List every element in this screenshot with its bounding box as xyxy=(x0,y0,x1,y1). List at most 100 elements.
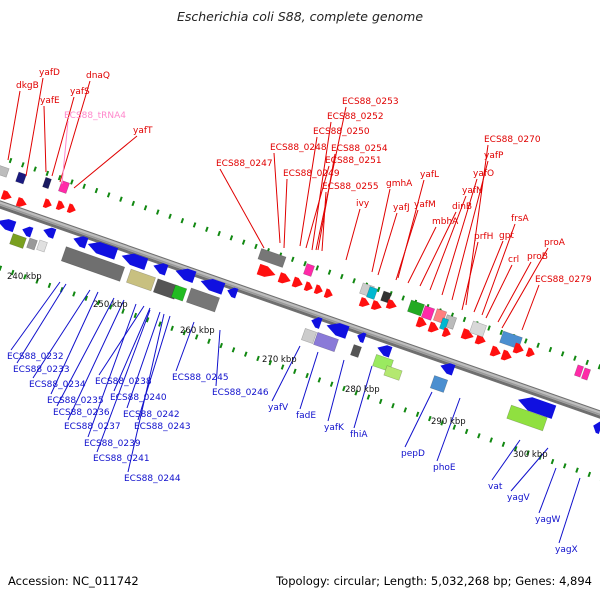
forward-gene-label-24-leader xyxy=(441,178,478,296)
forward-gene-label-9-leader xyxy=(283,178,288,249)
reverse-feature-9 xyxy=(153,263,169,276)
reverse-feature-10 xyxy=(175,268,197,283)
reverse-gene-label-4: ECS88_0236 xyxy=(53,408,110,418)
forward-feature-33 xyxy=(469,320,487,338)
forward-gene-label-11: ECS88_0251 xyxy=(325,156,382,166)
tick-outer-15 xyxy=(168,213,172,220)
reverse-feature-13 xyxy=(60,246,126,282)
forward-feature-14 xyxy=(303,281,313,291)
reverse-feature-21 xyxy=(313,331,339,353)
reverse-features xyxy=(0,219,600,434)
reverse-gene-label-10: ECS88_0242 xyxy=(123,410,180,420)
forward-feature-5 xyxy=(15,197,27,207)
reverse-gene-label-21-leader xyxy=(491,439,521,481)
reverse-gene-label-18: fhiA xyxy=(350,430,368,440)
tick-outer-11 xyxy=(119,196,123,202)
forward-gene-label-3: yafS xyxy=(70,87,90,97)
reverse-feature-11 xyxy=(200,278,226,295)
forward-gene-label-7-leader xyxy=(219,168,265,249)
forward-gene-label-23: yafN xyxy=(462,186,483,196)
forward-gene-label-14: ECS88_0254 xyxy=(331,144,388,154)
reverse-gene-label-8-leader xyxy=(113,307,151,392)
forward-gene-label-22: dinB xyxy=(452,202,472,212)
tick-outer-12 xyxy=(131,200,136,207)
forward-gene-label-17-leader xyxy=(371,188,391,273)
forward-feature-36 xyxy=(525,347,535,357)
forward-gene-label-1-leader xyxy=(25,77,44,177)
forward-feature-32 xyxy=(474,333,486,345)
forward-gene-label-13: ECS88_0253 xyxy=(342,97,399,107)
forward-feature-38 xyxy=(500,349,512,361)
reverse-gene-label-8: ECS88_0240 xyxy=(110,393,167,403)
forward-gene-label-19-leader xyxy=(397,179,425,279)
forward-feature-22 xyxy=(385,299,397,309)
tick-outer-2 xyxy=(8,157,13,164)
tick-outer-16 xyxy=(180,217,185,224)
forward-feature-10 xyxy=(303,263,315,277)
forward-feature-20 xyxy=(358,297,370,307)
label-leaders xyxy=(7,77,581,544)
reverse-gene-label-15-leader xyxy=(271,345,301,402)
forward-feature-11 xyxy=(256,263,276,277)
forward-gene-label-33-leader xyxy=(521,284,540,331)
reverse-gene-label-15: yafV xyxy=(268,403,289,413)
reverse-gene-label-11-leader xyxy=(137,315,171,421)
reverse-gene-label-16-leader xyxy=(299,351,319,410)
reverse-gene-label-2-leader xyxy=(32,289,91,379)
reverse-feature-1 xyxy=(22,226,34,238)
forward-gene-label-27-leader xyxy=(465,144,489,306)
tick-outer-45 xyxy=(536,342,540,348)
forward-gene-label-29-leader xyxy=(481,223,516,316)
forward-gene-label-10: ECS88_0250 xyxy=(313,127,370,137)
forward-gene-label-28-leader xyxy=(473,240,504,313)
scale-labels: 240 kbp 250 kbp 260 kbp 270 kbp 280 kbp 290 k… xyxy=(7,272,548,460)
forward-feature-18 xyxy=(366,286,378,300)
tick-inner-19 xyxy=(182,329,187,336)
tick-inner-44 xyxy=(489,437,493,443)
tick-outer-25 xyxy=(290,256,295,263)
forward-feature-31 xyxy=(460,328,474,340)
reverse-gene-label-2: ECS88_0234 xyxy=(29,380,86,390)
tick-outer-6 xyxy=(57,175,62,181)
forward-gene-label-10-leader xyxy=(299,136,318,247)
reverse-gene-label-13-leader xyxy=(175,321,195,372)
forward-feature-12 xyxy=(277,272,291,284)
tick-outer-39 xyxy=(462,316,467,323)
tick-outer-22 xyxy=(254,243,258,250)
tick-outer-27 xyxy=(315,265,320,271)
tick-outer-7 xyxy=(70,179,74,185)
forward-feature-0 xyxy=(0,164,10,178)
reverse-gene-label-12: ECS88_0244 xyxy=(124,474,181,484)
forward-gene-label-32: proA xyxy=(544,238,566,248)
tick-outer-41 xyxy=(487,325,491,331)
scale-label-5: 290 kbp xyxy=(431,417,466,427)
scale-label-1: 250 kbp xyxy=(93,300,128,310)
reverse-gene-label-16: fadE xyxy=(296,411,316,421)
reverse-feature-2 xyxy=(43,227,57,239)
forward-gene-label-2-leader xyxy=(43,105,47,173)
forward-gene-label-29: frsA xyxy=(511,214,530,224)
tick-outer-29 xyxy=(340,273,344,280)
reverse-gene-label-19-leader xyxy=(404,391,433,448)
forward-gene-label-16: ivy xyxy=(356,199,370,209)
tick-outer-49 xyxy=(585,359,589,366)
scale-label-2: 260 kbp xyxy=(180,326,215,336)
tick-inner-16 xyxy=(145,317,150,323)
scale-label-0: 240 kbp xyxy=(7,272,42,282)
reverse-gene-label-7-leader xyxy=(87,303,137,438)
forward-feature-2 xyxy=(42,176,52,190)
forward-feature-23 xyxy=(407,299,425,317)
forward-feature-8 xyxy=(66,203,76,213)
tick-inner-31 xyxy=(329,381,334,387)
forward-feature-9 xyxy=(257,248,287,268)
reverse-gene-label-22: yagV xyxy=(507,493,531,503)
tick-inner-38 xyxy=(415,411,420,417)
reverse-feature-0 xyxy=(0,219,17,233)
forward-feature-4 xyxy=(0,190,12,200)
reverse-gene-label-9-leader xyxy=(96,309,151,453)
tick-outer-13 xyxy=(143,205,148,211)
tick-inner-25 xyxy=(256,355,260,362)
tick-inner-11 xyxy=(84,295,89,301)
tick-outer-48 xyxy=(573,355,577,361)
forward-gene-label-31-leader xyxy=(497,261,532,323)
